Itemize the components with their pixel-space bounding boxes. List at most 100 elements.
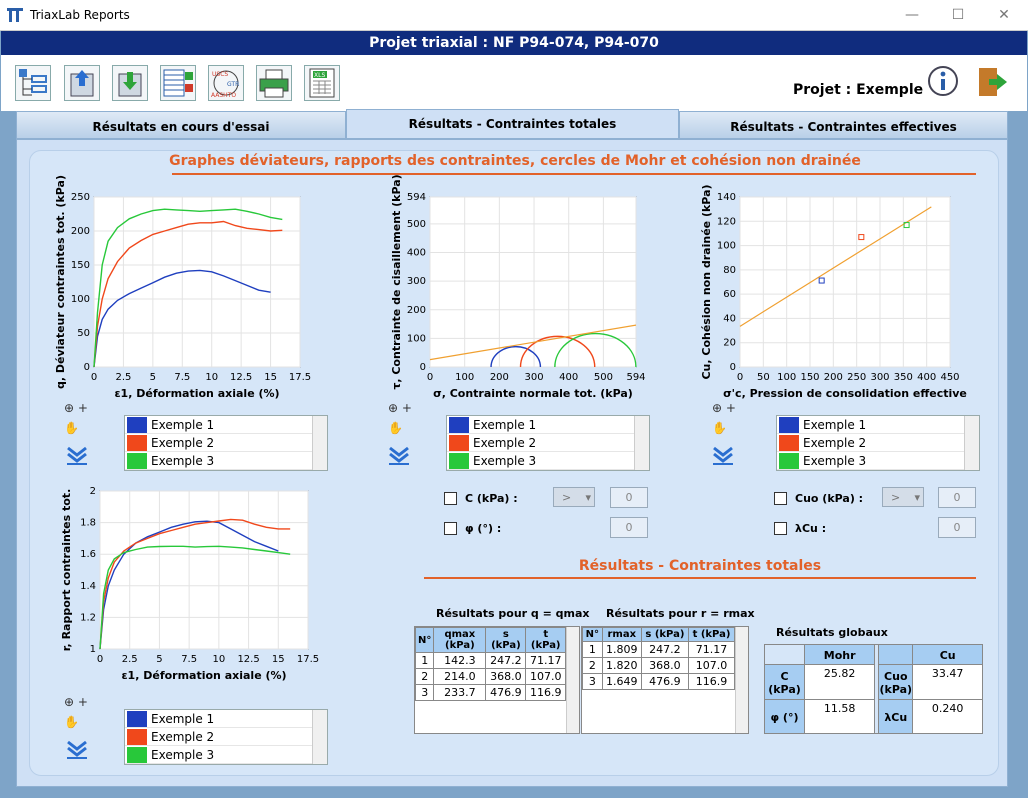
cuo-checkbox[interactable] bbox=[774, 492, 787, 505]
download-arrow-icon[interactable] bbox=[66, 740, 88, 760]
chevron-down-icon: ▾ bbox=[914, 491, 920, 504]
table-cell: 3 bbox=[582, 673, 603, 690]
column-header: qmax (kPa) bbox=[433, 627, 487, 653]
pan-hand-icon[interactable]: ✋ bbox=[64, 715, 79, 729]
lcu-value-input[interactable]: 0 bbox=[938, 517, 976, 538]
upload-button[interactable] bbox=[64, 65, 100, 101]
x-tick-label: 450 bbox=[940, 372, 959, 383]
table-edit-button[interactable] bbox=[160, 65, 196, 101]
pan-hand-icon[interactable]: ✋ bbox=[712, 421, 727, 435]
phi-value: 11.58 bbox=[803, 698, 876, 735]
tab-effective-stress[interactable]: Résultats - Contraintes effectives bbox=[679, 111, 1008, 139]
legend-entry[interactable]: Exemple 3 bbox=[125, 452, 327, 470]
table-scrollbar[interactable] bbox=[566, 627, 579, 733]
legend-entry[interactable]: Exemple 1 bbox=[125, 710, 327, 728]
table-cell: 116.9 bbox=[688, 673, 735, 690]
zoom-icon[interactable]: ⊕ + bbox=[712, 401, 736, 415]
close-button[interactable]: ✕ bbox=[998, 7, 1010, 23]
legend-label: Exemple 1 bbox=[473, 418, 537, 432]
table-row: 3 1.649 476.9 116.9 bbox=[582, 673, 735, 690]
table-cell: 233.7 bbox=[433, 684, 487, 701]
cuo-value: 33.47 bbox=[912, 664, 983, 700]
legend-label: Exemple 1 bbox=[151, 418, 215, 432]
table-cell: 2 bbox=[582, 657, 603, 674]
legend-scrollbar[interactable] bbox=[634, 416, 649, 470]
window-title: TriaxLab Reports bbox=[30, 8, 130, 22]
download-arrow-icon[interactable] bbox=[712, 446, 734, 466]
excel-export-button[interactable]: XLS bbox=[304, 65, 340, 101]
table-cell: 247.2 bbox=[640, 641, 690, 658]
print-button[interactable] bbox=[256, 65, 292, 101]
standards-button[interactable]: USCS GTR AASHTO bbox=[208, 65, 244, 101]
section-title-results: Résultats - Contraintes totales bbox=[578, 558, 822, 574]
tab-total-stress[interactable]: Résultats - Contraintes totales bbox=[346, 109, 679, 139]
y-tick-label: 40 bbox=[723, 313, 736, 324]
series-line-1 bbox=[99, 520, 279, 650]
legend-entry[interactable]: Exemple 3 bbox=[777, 452, 979, 470]
c-value-input[interactable]: 0 bbox=[610, 487, 648, 508]
chart-cu: 0 50 100 150 200 250 300 350 400 450 0 20 40 60 80 100 1… bbox=[690, 181, 990, 404]
legend-label: Exemple 3 bbox=[803, 454, 867, 468]
exit-button[interactable] bbox=[975, 65, 1011, 101]
table-cell: 116.9 bbox=[525, 684, 566, 701]
pan-hand-icon[interactable]: ✋ bbox=[64, 421, 79, 435]
cu-header: Cu bbox=[912, 643, 983, 666]
y-tick-label: 300 bbox=[407, 276, 426, 287]
y-tick-label: 100 bbox=[717, 241, 736, 252]
zoom-icon[interactable]: ⊕ + bbox=[388, 401, 412, 415]
x-tick-label: 12.5 bbox=[237, 654, 259, 665]
table-cell: 476.9 bbox=[485, 684, 527, 701]
legend-entry[interactable]: Exemple 1 bbox=[447, 416, 649, 434]
legend-entry[interactable]: Exemple 2 bbox=[125, 434, 327, 452]
table-q-caption: Résultats pour q = qmax bbox=[436, 607, 590, 620]
legend-stress-ratio[interactable]: Exemple 1 Exemple 2 Exemple 3 bbox=[124, 709, 328, 765]
zoom-icon[interactable]: ⊕ + bbox=[64, 401, 88, 415]
cuo-row-label: Cuo (kPa) bbox=[878, 664, 914, 700]
y-tick-label: 140 bbox=[717, 192, 736, 203]
legend-entry[interactable]: Exemple 1 bbox=[125, 416, 327, 434]
c-checkbox[interactable] bbox=[444, 492, 457, 505]
download-button[interactable] bbox=[112, 65, 148, 101]
c-operator-select[interactable]: > ▾ bbox=[553, 487, 595, 507]
x-tick-label: 12.5 bbox=[230, 372, 252, 383]
download-arrow-icon[interactable] bbox=[66, 446, 88, 466]
legend-entry[interactable]: Exemple 1 bbox=[777, 416, 979, 434]
table-row: 1 142.3 247.2 71.17 bbox=[414, 652, 566, 669]
table-scrollbar[interactable] bbox=[735, 627, 748, 733]
legend-entry[interactable]: Exemple 3 bbox=[447, 452, 649, 470]
phi-value-input[interactable]: 0 bbox=[610, 517, 648, 538]
legend-label: Exemple 3 bbox=[473, 454, 537, 468]
legend-swatch bbox=[127, 417, 147, 433]
tab-current-results[interactable]: Résultats en cours d'essai bbox=[16, 111, 346, 139]
legend-scrollbar[interactable] bbox=[964, 416, 979, 470]
phi-checkbox[interactable] bbox=[444, 522, 457, 535]
mohr-circle-1 bbox=[490, 346, 542, 368]
legend-entry[interactable]: Exemple 2 bbox=[777, 434, 979, 452]
legend-entry[interactable]: Exemple 2 bbox=[447, 434, 649, 452]
legend-cu[interactable]: Exemple 1 Exemple 2 Exemple 3 bbox=[776, 415, 980, 471]
info-button[interactable] bbox=[926, 65, 962, 101]
legend-scrollbar[interactable] bbox=[312, 710, 327, 764]
table-rmax: N° rmax s (kPa) t (kPa) 1 1.809 247.2 71.17 2 1.8… bbox=[581, 626, 749, 734]
section-title-graphs: Graphes déviateurs, rapports des contrai… bbox=[169, 153, 861, 169]
legend-swatch bbox=[779, 417, 799, 433]
legend-scrollbar[interactable] bbox=[312, 416, 327, 470]
pan-hand-icon[interactable]: ✋ bbox=[388, 421, 403, 435]
cuo-value-input[interactable]: 0 bbox=[938, 487, 976, 508]
minimize-button[interactable]: — bbox=[905, 7, 919, 23]
download-arrow-icon[interactable] bbox=[388, 446, 410, 466]
legend-deviator[interactable]: Exemple 1 Exemple 2 Exemple 3 bbox=[124, 415, 328, 471]
legend-entry[interactable]: Exemple 2 bbox=[125, 728, 327, 746]
plot-area bbox=[99, 490, 309, 650]
table-cell: 71.17 bbox=[688, 641, 735, 658]
maximize-button[interactable]: ☐ bbox=[951, 7, 965, 23]
x-tick-label: 300 bbox=[524, 372, 543, 383]
legend-entry[interactable]: Exemple 3 bbox=[125, 746, 327, 764]
legend-label: Exemple 1 bbox=[803, 418, 867, 432]
lcu-checkbox[interactable] bbox=[774, 522, 787, 535]
legend-mohr[interactable]: Exemple 1 Exemple 2 Exemple 3 bbox=[446, 415, 650, 471]
fit-line bbox=[739, 206, 932, 327]
zoom-icon[interactable]: ⊕ + bbox=[64, 695, 88, 709]
cuo-operator-select[interactable]: > ▾ bbox=[882, 487, 924, 507]
tree-button[interactable] bbox=[15, 65, 51, 101]
